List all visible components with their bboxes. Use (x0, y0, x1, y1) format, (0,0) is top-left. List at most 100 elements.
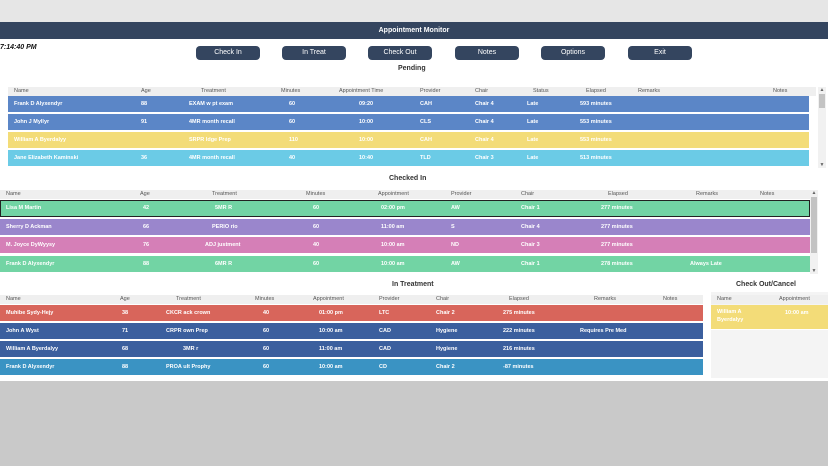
cell-time: 10:40 (359, 155, 374, 161)
table-row[interactable]: M. Joyce DyWyysy 76 ADJ justment 40 10:0… (0, 237, 810, 254)
cell-name: Muhibe Sydy-Hejy (6, 310, 54, 316)
col-remarks[interactable]: Remarks (638, 88, 661, 94)
table-row[interactable]: William A Byerdalyy 68 3MR r 60 11:00 am… (0, 341, 703, 358)
cell-appointment: 11:00 am (319, 346, 343, 352)
cell-appointment: 10:00 am (381, 261, 405, 267)
col-elapsed[interactable]: Elapsed (509, 296, 529, 302)
cell-age: 36 (141, 155, 148, 161)
col-age[interactable]: Age (140, 191, 150, 197)
cell-name: Frank D Alyxendyr (6, 261, 55, 267)
col-appointment[interactable]: Appointment (313, 296, 344, 302)
table-row[interactable]: Sherry D Ackman 66 PERIO rio 60 11:00 am… (0, 219, 810, 236)
cell-minutes: 40 (263, 310, 270, 316)
col-name[interactable]: Name (717, 296, 732, 302)
scroll-thumb[interactable] (811, 197, 817, 253)
cell-provider: CAH (420, 101, 432, 107)
col-remarks[interactable]: Remarks (594, 296, 617, 302)
col-treatment[interactable]: Treatment (176, 296, 201, 302)
cell-treatment: 4MR month recall (189, 155, 235, 161)
cell-minutes: 60 (263, 346, 270, 352)
scroll-up-icon[interactable]: ▲ (811, 190, 817, 196)
col-elapsed[interactable]: Elapsed (586, 88, 606, 94)
cell-treatment: CRPR own Prep (166, 328, 208, 334)
cell-treatment: 3MR r (183, 346, 199, 352)
col-age[interactable]: Age (120, 296, 130, 302)
col-chair[interactable]: Chair (436, 296, 450, 302)
col-minutes[interactable]: Minutes (255, 296, 275, 302)
col-remarks[interactable]: Remarks (696, 191, 719, 197)
col-name[interactable]: Name (6, 191, 21, 197)
cell-age: 91 (141, 119, 148, 125)
cell-name: M. Joyce DyWyysy (6, 242, 56, 248)
cell-age: 88 (141, 101, 148, 107)
col-minutes[interactable]: Minutes (306, 191, 326, 197)
table-row[interactable]: Frank D Alyxendyr 88 EXAM w pt exam 60 0… (8, 96, 809, 113)
table-row[interactable]: Frank D Alyxendyr 88 PROA ult Prophy 60 … (0, 359, 703, 376)
cell-time: 10:00 (359, 119, 374, 125)
scroll-down-icon[interactable]: ▼ (811, 268, 817, 274)
cell-treatment: 5MR R (215, 205, 233, 211)
notes-button[interactable]: Notes (455, 46, 519, 60)
col-age[interactable]: Age (141, 88, 151, 94)
table-row[interactable]: William A Byerdalyy 10:00 am (711, 305, 828, 330)
col-provider[interactable]: Provider (451, 191, 472, 197)
cell-elapsed: 222 minutes (503, 328, 535, 334)
col-treatment[interactable]: Treatment (201, 88, 226, 94)
col-appointment[interactable]: Appointment (378, 191, 409, 197)
cell-chair: Chair 4 (521, 224, 540, 230)
col-name[interactable]: Name (14, 88, 29, 94)
col-elapsed[interactable]: Elapsed (608, 191, 628, 197)
table-row[interactable]: William A Byerdalyy SRPR ldge Prep 110 1… (8, 132, 809, 149)
col-notes[interactable]: Notes (760, 191, 775, 197)
col-status[interactable]: Status (533, 88, 549, 94)
exit-button[interactable]: Exit (628, 46, 692, 60)
checked-in-scrollbar[interactable]: ▲ ▼ (810, 190, 818, 274)
pending-scrollbar[interactable]: ▲ ▼ (818, 87, 826, 168)
options-button[interactable]: Options (541, 46, 605, 60)
col-name[interactable]: Name (6, 296, 21, 302)
cell-provider: AW (451, 205, 460, 211)
scroll-up-icon[interactable]: ▲ (819, 87, 825, 93)
col-notes[interactable]: Notes (663, 296, 678, 302)
cell-minutes: 40 (289, 155, 296, 161)
cell-name: Frank D Alyxendyr (14, 101, 63, 107)
cell-minutes: 60 (313, 224, 320, 230)
col-chair[interactable]: Chair (475, 88, 489, 94)
cell-age: 38 (122, 310, 129, 316)
check-out-button[interactable]: Check Out (368, 46, 432, 60)
col-minutes[interactable]: Minutes (281, 88, 301, 94)
col-appointment-time[interactable]: Appointment Time (339, 88, 384, 94)
cell-provider: TLD (420, 155, 431, 161)
check-in-button[interactable]: Check In (196, 46, 260, 60)
cell-age: 76 (143, 242, 150, 248)
col-appointment[interactable]: Appointment (779, 296, 810, 302)
cell-chair: Chair 1 (521, 261, 540, 267)
cell-treatment: ADJ justment (205, 242, 241, 248)
table-row[interactable]: Frank D Alyxendyr 88 6MR R 60 10:00 am A… (0, 256, 810, 273)
cell-provider: CAD (379, 328, 391, 334)
cell-treatment: EXAM w pt exam (189, 101, 234, 107)
table-row[interactable]: Muhibe Sydy-Hejy 38 CKCR ack crown 40 01… (0, 305, 703, 322)
table-row[interactable]: Jane Elizabeth Kaminski 36 4MR month rec… (8, 150, 809, 167)
cell-age: 42 (143, 205, 150, 211)
col-provider[interactable]: Provider (420, 88, 441, 94)
cell-elapsed: 277 minutes (601, 224, 633, 230)
cell-elapsed: 216 minutes (503, 346, 535, 352)
scroll-thumb[interactable] (819, 94, 825, 108)
cell-minutes: 60 (289, 119, 296, 125)
col-chair[interactable]: Chair (521, 191, 535, 197)
table-row-selected[interactable]: Lisa M Martin 42 5MR R 60 02:00 pm AW Ch… (0, 200, 810, 217)
scroll-down-icon[interactable]: ▼ (819, 162, 825, 168)
cell-provider: CD (379, 364, 387, 370)
col-provider[interactable]: Provider (379, 296, 400, 302)
in-treat-button[interactable]: In Treat (282, 46, 346, 60)
cell-elapsed: -87 minutes (503, 364, 534, 370)
table-row[interactable]: John A Wyst 71 CRPR own Prep 60 10:00 am… (0, 323, 703, 340)
table-row[interactable]: John J Myllyr 91 4MR month recall 60 10:… (8, 114, 809, 131)
col-treatment[interactable]: Treatment (212, 191, 237, 197)
checked-in-title: Checked In (389, 175, 427, 182)
col-notes[interactable]: Notes (773, 88, 788, 94)
cell-chair: Chair 1 (521, 205, 540, 211)
in-treatment-header: Name Age Treatment Minutes Appointment P… (0, 295, 703, 304)
cell-appointment: 10:00 am (381, 242, 405, 248)
